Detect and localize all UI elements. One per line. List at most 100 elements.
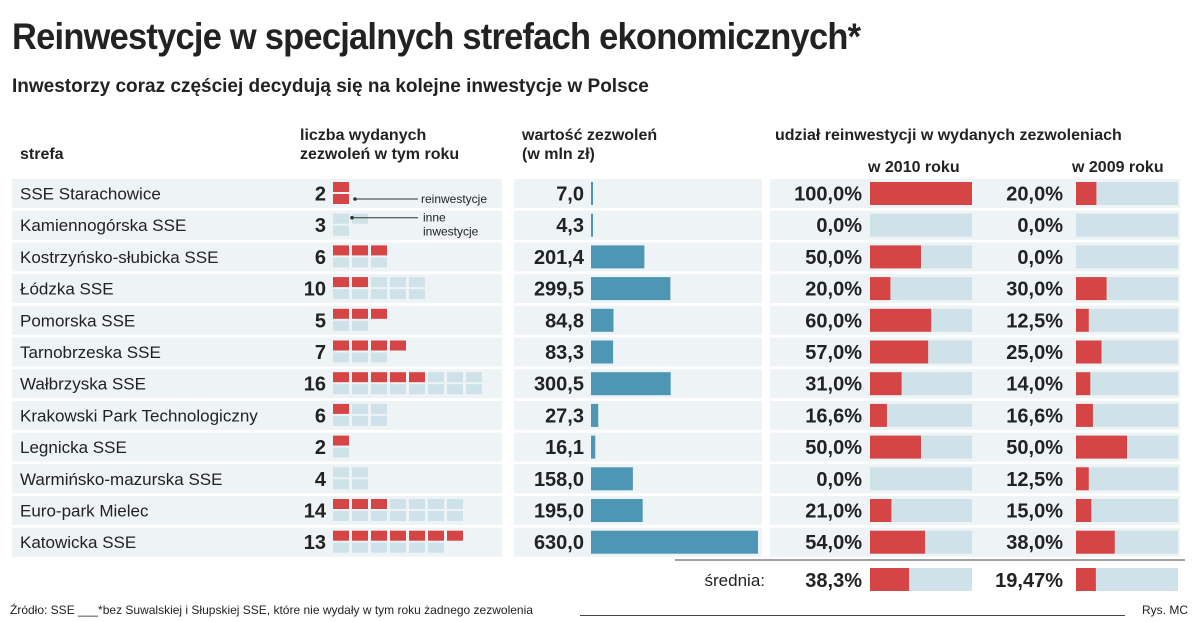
share-2009-track [1076, 467, 1178, 491]
value-label: 299,5 [534, 279, 584, 301]
share-2009-bar [1076, 403, 1093, 427]
share-2010-bar [870, 340, 929, 364]
permit-square-reinvest [352, 530, 368, 541]
row-bg [12, 305, 502, 335]
permit-square-reinvest [352, 308, 368, 319]
share-2009-track [1076, 245, 1178, 269]
value-bar [591, 308, 614, 332]
permit-square-other [390, 289, 406, 300]
share-2009-label: 16,6% [1006, 405, 1063, 427]
permit-square-other [352, 511, 368, 521]
permit-square-other [390, 384, 406, 395]
legend-inwestycje: inwestycje [423, 225, 479, 239]
row-bg [514, 179, 762, 208]
share-2009-label: 0,0% [1017, 215, 1063, 237]
permit-square-reinvest [371, 340, 387, 351]
share-2010-label: 54,0% [805, 532, 862, 554]
permit-square-reinvest [333, 182, 349, 192]
footer-source: Źródło: SSE ___*bez Suwalskiej i Słupski… [10, 603, 533, 617]
row-bg [12, 432, 502, 462]
permit-square-other [333, 384, 349, 395]
permit-square-other [333, 479, 349, 490]
share-2010-label: 57,0% [805, 342, 862, 364]
permit-square-reinvest [352, 340, 368, 351]
row-label: Euro-park Mielec [20, 502, 149, 521]
permit-square-reinvest [333, 499, 349, 509]
value-bar [591, 530, 758, 554]
permit-square-reinvest [333, 372, 349, 383]
chart-svg: SSE Starachowice 2 7,0 100,0% 20,0%Kamiennog… [12, 179, 1185, 592]
value-label: 27,3 [545, 405, 584, 427]
row-bg [514, 432, 762, 462]
share-2009-label: 50,0% [1006, 437, 1063, 459]
permit-square-other [428, 499, 444, 509]
share-2009-bar [1076, 277, 1107, 301]
permit-square-other [352, 542, 368, 553]
share-2009-bar [1076, 182, 1097, 205]
page-subtitle: Inwestorzy coraz częściej decydują się n… [12, 76, 649, 97]
count-value: 7 [315, 342, 326, 364]
share-2009-track [1076, 372, 1178, 396]
share-2010-bar [870, 435, 921, 459]
permit-square-reinvest [352, 372, 368, 383]
share-2010-track [870, 499, 972, 522]
share-2010-bar [870, 403, 887, 427]
share-2010-label: 31,0% [805, 374, 862, 396]
permit-square-reinvest [447, 530, 463, 541]
row-label: Kostrzyńsko-słubicka SSE [20, 248, 218, 267]
average-2009-bar [1076, 568, 1096, 591]
share-2010-label: 50,0% [805, 437, 862, 459]
value-label: 7,0 [556, 184, 584, 206]
average-label: średnia: [705, 571, 765, 590]
permit-square-other [409, 511, 425, 521]
permit-square-reinvest [390, 530, 406, 541]
header-wartosc-line1: wartość zezwoleń [522, 127, 658, 144]
share-2009-bar [1076, 372, 1091, 396]
share-2010-bar [870, 277, 891, 301]
permit-square-other [466, 384, 482, 395]
share-2009-track [1076, 403, 1178, 427]
header-2009: w 2009 roku [1072, 159, 1164, 176]
permit-square-other [447, 384, 463, 395]
permit-square-reinvest [371, 530, 387, 541]
permit-square-reinvest [333, 277, 349, 288]
share-2010-bar [870, 530, 926, 554]
share-2010-bar [870, 499, 892, 522]
share-2010-track [870, 467, 972, 491]
permit-square-other [428, 511, 444, 521]
header-2010: w 2010 roku [868, 159, 960, 176]
footer-credit: Rys. MC [1142, 603, 1188, 617]
permit-square-other [409, 277, 425, 288]
header-udzial: udział reinwestycji w wydanych zezwoleni… [775, 127, 1122, 144]
header-wartosc-line2: (w mln zł) [522, 146, 595, 163]
share-2009-track [1076, 499, 1178, 522]
row-bg [514, 464, 762, 494]
share-2009-track [1076, 182, 1178, 205]
share-2010-label: 20,0% [805, 279, 862, 301]
share-2010-label: 0,0% [816, 215, 862, 237]
average-2009-label: 19,47% [995, 570, 1063, 592]
share-2010-bar [870, 308, 932, 332]
row-bg [514, 210, 762, 240]
value-bar [591, 467, 633, 491]
value-bar [591, 499, 643, 522]
count-value: 6 [315, 247, 326, 269]
permit-square-other [333, 289, 349, 300]
value-label: 201,4 [534, 247, 585, 269]
permit-square-other [333, 257, 349, 268]
share-2009-label: 12,5% [1006, 469, 1063, 491]
permit-square-other [447, 372, 463, 383]
permit-square-other [333, 542, 349, 553]
share-2009-label: 38,0% [1006, 532, 1063, 554]
value-bar [591, 340, 614, 364]
permit-square-other [333, 511, 349, 521]
permit-square-other [390, 499, 406, 509]
share-2009-track [1076, 213, 1178, 237]
permit-square-other [409, 499, 425, 509]
row-bg [12, 400, 502, 430]
row-bg [514, 400, 762, 430]
row-bg [12, 179, 502, 208]
permit-square-other [333, 352, 349, 363]
share-2010-label: 50,0% [805, 247, 862, 269]
page-title: Reinwestycje w specjalnych strefach ekon… [12, 16, 861, 57]
